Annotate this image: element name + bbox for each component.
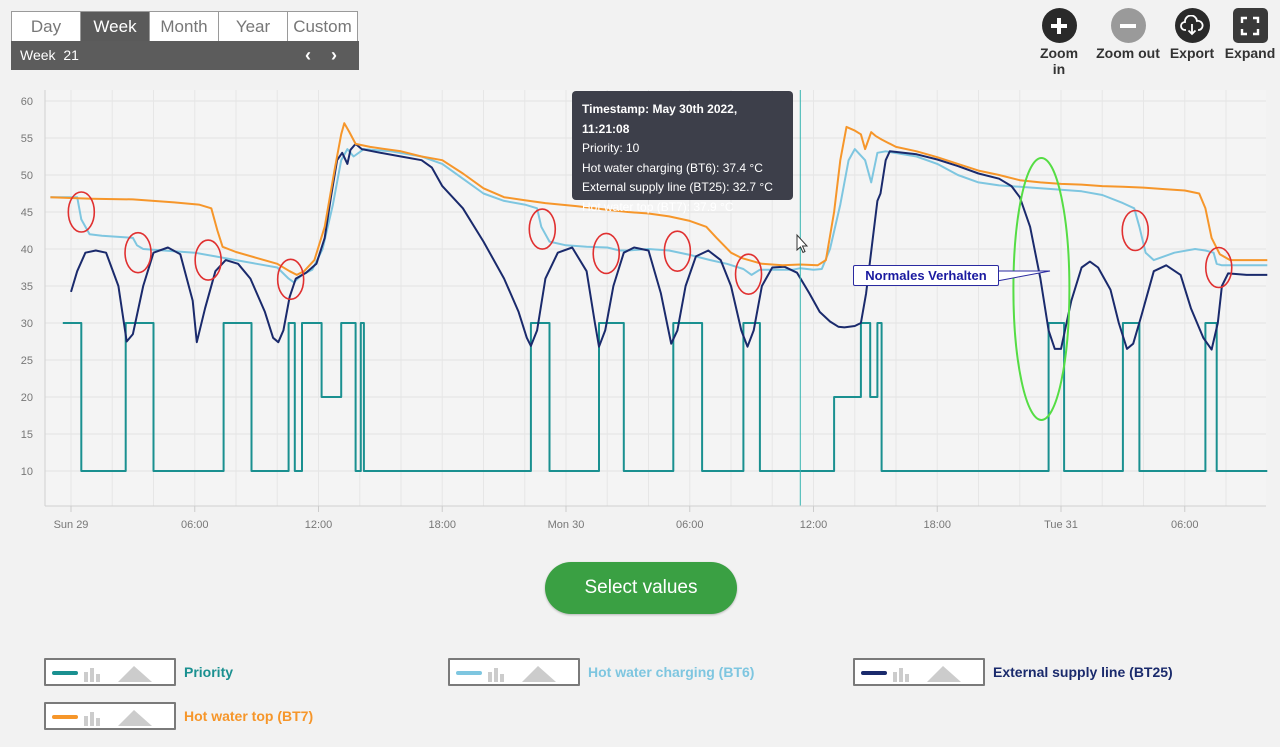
chart-type-icon <box>84 666 152 682</box>
y-tick-label: 45 <box>21 207 33 219</box>
legend-toggle[interactable] <box>44 658 176 686</box>
export-label: Export <box>1169 45 1215 61</box>
y-tick-label: 25 <box>21 355 33 367</box>
legend-item-bt7[interactable]: Hot water top (BT7) <box>44 702 313 730</box>
zoom-out-button[interactable]: Zoom out <box>1096 8 1160 61</box>
highlight-ellipse <box>124 231 152 274</box>
highlight-ellipse <box>528 208 557 250</box>
tab-day[interactable]: Day <box>12 12 81 41</box>
legend-label: Hot water charging (BT6) <box>588 664 755 680</box>
x-tick-label: Tue 31 <box>1044 519 1078 531</box>
highlight-ellipse <box>1204 246 1233 289</box>
week-number: 21 <box>63 47 79 63</box>
chart-type-icon <box>488 666 556 682</box>
y-tick-label: 10 <box>21 466 33 478</box>
tooltip-line-bt6: Hot water charging (BT6): 37.4 °C <box>582 160 763 175</box>
chevron-right-icon[interactable]: › <box>331 45 337 65</box>
mouse-cursor-icon <box>796 233 809 254</box>
tab-month[interactable]: Month <box>150 12 219 41</box>
legend-label: Priority <box>184 664 234 680</box>
legend-toggle[interactable] <box>448 658 580 686</box>
x-tick-label: 12:00 <box>305 519 333 531</box>
highlight-ellipse <box>663 230 692 273</box>
highlight-ellipse <box>276 258 305 301</box>
select-values-button[interactable]: Select values <box>545 562 737 614</box>
legend-toggle[interactable] <box>44 702 176 730</box>
annotation-label: Normales Verhalten <box>853 265 999 286</box>
series-swatch <box>52 671 78 675</box>
series-swatch <box>456 671 482 675</box>
tooltip-timestamp: Timestamp: May 30th 2022, 11:21:08 <box>582 102 738 136</box>
week-label: Week <box>20 47 56 63</box>
legend-item-bt25[interactable]: External supply line (BT25) <box>853 658 1173 686</box>
expand-button[interactable]: Expand <box>1224 8 1276 61</box>
expand-icon <box>1232 8 1268 43</box>
y-tick-label: 15 <box>21 429 33 441</box>
expand-label: Expand <box>1224 45 1276 61</box>
tab-year[interactable]: Year <box>219 12 288 41</box>
zoom-in-button[interactable]: Zoom in <box>1032 8 1086 77</box>
x-tick-label: 06:00 <box>676 519 704 531</box>
x-tick-label: 12:00 <box>800 519 828 531</box>
chart-series <box>50 122 1268 472</box>
zoom-out-label: Zoom out <box>1096 45 1160 61</box>
highlight-ellipse <box>1121 209 1150 252</box>
week-navigator: Week 21 ‹ › <box>11 41 359 70</box>
zoom-in-label: Zoom in <box>1039 45 1079 77</box>
chart-tooltip: Timestamp: May 30th 2022, 11:21:08 Prior… <box>572 91 793 214</box>
x-tick-label: 06:00 <box>181 519 209 531</box>
highlight-ellipse-green <box>1012 156 1071 421</box>
x-tick-label: 06:00 <box>1171 519 1199 531</box>
highlight-ellipse <box>194 239 222 281</box>
y-tick-label: 60 <box>21 96 33 108</box>
chart-annotations <box>67 90 1233 506</box>
export-button[interactable]: Export <box>1168 8 1216 61</box>
plus-icon <box>1041 8 1077 43</box>
x-tick-label: 18:00 <box>428 519 456 531</box>
highlight-ellipse <box>592 232 621 275</box>
legend-item-bt6[interactable]: Hot water charging (BT6) <box>448 658 754 686</box>
period-tabs: Day Week Month Year Custom <box>11 11 358 42</box>
minus-icon <box>1110 8 1146 43</box>
y-tick-label: 55 <box>21 133 33 145</box>
tooltip-line-bt7: Hot water top (BT7): 37.9 °C <box>582 199 734 214</box>
tab-custom[interactable]: Custom <box>293 17 352 36</box>
highlight-ellipse <box>67 191 96 233</box>
chart-type-icon <box>84 710 152 726</box>
x-tick-label: Sun 29 <box>54 519 89 531</box>
x-tick-label: 18:00 <box>923 519 951 531</box>
highlight-ellipse <box>734 253 763 295</box>
legend-toggle[interactable] <box>853 658 985 686</box>
series-line[interactable] <box>50 122 1268 276</box>
chevron-left-icon[interactable]: ‹ <box>305 45 311 65</box>
y-tick-label: 40 <box>21 244 33 256</box>
y-tick-label: 20 <box>21 392 33 404</box>
chart-type-icon <box>893 666 961 682</box>
chart-axes: 10 15 20 25 30 35 40 45 50 55 60 Sun 29 06:00 12:00 18… <box>21 90 1266 531</box>
series-line[interactable] <box>62 322 1268 472</box>
series-line[interactable] <box>70 142 1268 351</box>
legend-label: External supply line (BT25) <box>993 664 1173 680</box>
y-tick-label: 50 <box>21 170 33 182</box>
series-line[interactable] <box>50 148 1268 284</box>
y-tick-label: 30 <box>21 318 33 330</box>
tab-week[interactable]: Week <box>81 12 150 41</box>
chart[interactable]: 10 15 20 25 30 35 40 45 50 55 60 Sun 29 06:00 12:00 18… <box>0 0 1280 540</box>
y-tick-label: 35 <box>21 281 33 293</box>
cloud-download-icon <box>1174 8 1210 43</box>
tooltip-line-priority: Priority: 10 <box>582 141 640 155</box>
legend-label: Hot water top (BT7) <box>184 708 314 724</box>
series-swatch <box>861 671 887 675</box>
tooltip-line-bt25: External supply line (BT25): 32.7 °C <box>582 180 773 194</box>
x-tick-label: Mon 30 <box>548 519 585 531</box>
series-swatch <box>52 715 78 719</box>
legend-item-priority[interactable]: Priority <box>44 658 233 686</box>
